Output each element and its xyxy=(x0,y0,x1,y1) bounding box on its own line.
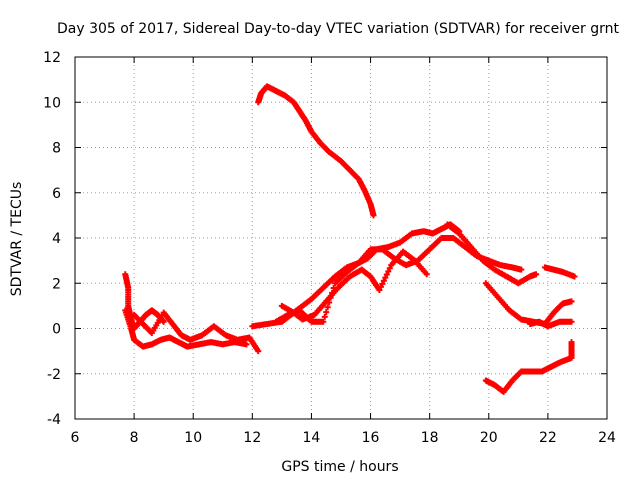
x-tick-label: 22 xyxy=(539,430,557,446)
series-evening-decline-a xyxy=(444,221,540,287)
data-point-marker xyxy=(160,318,167,325)
data-point-marker xyxy=(571,273,578,280)
data-point-marker xyxy=(383,271,390,278)
y-tick-label: 12 xyxy=(43,50,61,66)
y-tick-label: 10 xyxy=(43,95,61,111)
data-point-marker xyxy=(568,318,575,325)
data-point-marker xyxy=(326,299,333,306)
data-point-marker xyxy=(376,287,383,294)
data-point-marker xyxy=(329,289,336,296)
y-tick-label: 0 xyxy=(52,322,61,338)
grid-lines xyxy=(75,57,607,419)
x-tick-label: 24 xyxy=(598,430,616,446)
data-point-marker xyxy=(323,309,330,316)
data-point-marker xyxy=(385,268,392,275)
y-tick-label: 8 xyxy=(52,141,61,157)
series-morning-cluster-c xyxy=(131,309,262,355)
y-tick-label: -4 xyxy=(47,412,61,428)
x-tick-label: 12 xyxy=(243,430,261,446)
y-tick-label: 4 xyxy=(52,231,61,247)
data-point-marker xyxy=(324,304,331,311)
x-tick-label: 10 xyxy=(184,430,202,446)
data-point-marker xyxy=(382,274,389,281)
data-point-marker xyxy=(330,285,337,292)
chart-title: Day 305 of 2017, Sidereal Day-to-day VTE… xyxy=(57,21,619,37)
data-point-marker xyxy=(321,313,328,320)
data-point-marker xyxy=(568,298,575,305)
data-point-marker xyxy=(255,348,262,355)
data-point-marker xyxy=(379,280,386,287)
y-axis-label: SDTVAR / TECUs xyxy=(9,182,25,297)
data-point-marker xyxy=(327,294,334,301)
data-point-marker xyxy=(423,271,430,278)
data-point-marker xyxy=(568,339,575,346)
x-tick-label: 6 xyxy=(71,430,80,446)
data-point-marker xyxy=(377,283,384,290)
data-point-marker xyxy=(370,212,377,219)
x-tick-label: 18 xyxy=(421,430,439,446)
series-evening-late-a xyxy=(541,264,578,280)
x-tick-label: 20 xyxy=(480,430,498,446)
data-point-marker xyxy=(320,318,327,325)
data-marks xyxy=(122,83,578,395)
series-evening-late-b xyxy=(527,318,575,330)
y-tick-label: 2 xyxy=(52,276,61,292)
y-tick-label: 6 xyxy=(52,186,61,202)
series-arc-high xyxy=(255,83,377,219)
x-axis-label: GPS time / hours xyxy=(281,459,398,475)
series-morning-cluster-b xyxy=(122,307,250,350)
data-point-marker xyxy=(518,266,525,273)
y-tick-label: -2 xyxy=(47,367,61,383)
x-tick-label: 16 xyxy=(362,430,380,446)
x-tick-label: 14 xyxy=(303,430,321,446)
series-evening-negative xyxy=(482,339,575,395)
data-point-marker xyxy=(380,277,387,284)
data-point-marker xyxy=(243,341,250,348)
x-tick-label: 8 xyxy=(130,430,139,446)
data-point-marker xyxy=(533,271,540,278)
data-point-marker xyxy=(386,265,393,272)
